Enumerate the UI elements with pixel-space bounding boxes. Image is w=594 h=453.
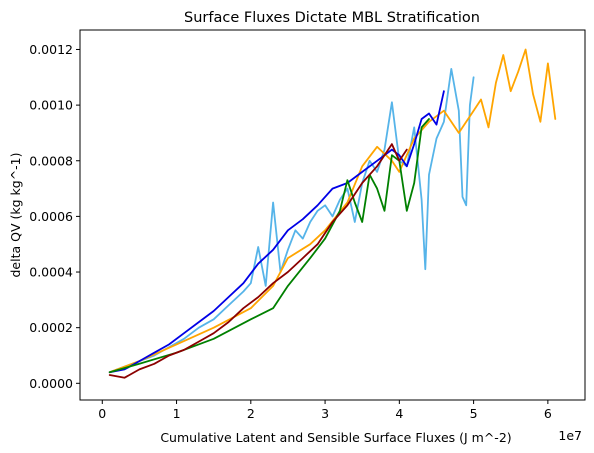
y-tick-label: 0.0004 [29, 265, 73, 280]
x-axis-label: Cumulative Latent and Sensible Surface F… [160, 430, 511, 445]
y-axis-label: delta QV (kg kg^-1) [8, 152, 23, 277]
x-axis-offset-label: 1e7 [558, 428, 582, 443]
y-tick-label: 0.0000 [29, 376, 73, 391]
y-tick-label: 0.0008 [29, 153, 73, 168]
x-tick-label: 1 [173, 406, 181, 421]
series-line-4 [108, 118, 430, 374]
x-tick-label: 4 [395, 406, 403, 421]
plot-area [79, 29, 586, 401]
y-tick-label: 0.0010 [29, 98, 73, 113]
y-tick-label: 0.0012 [29, 42, 73, 57]
series-line-5 [108, 143, 408, 379]
chart-title: Surface Fluxes Dictate MBL Stratificatio… [184, 10, 480, 26]
x-tick-label: 5 [470, 406, 478, 421]
y-tick-label: 0.0002 [29, 320, 73, 335]
axes-frame [79, 29, 586, 401]
y-axis-ticks: 0.0000 0.0002 0.0004 0.0006 0.0008 0.0010 0.00… [29, 42, 80, 391]
x-tick-label: 3 [321, 406, 329, 421]
x-axis-ticks: 0 1 2 3 4 5 6 [98, 400, 552, 421]
x-tick-label: 2 [247, 406, 255, 421]
series-line-3 [108, 90, 445, 374]
x-tick-label: 6 [544, 406, 552, 421]
x-tick-label: 0 [98, 406, 106, 421]
y-tick-label: 0.0006 [29, 209, 73, 224]
series-line-1 [108, 68, 475, 374]
series-layer [108, 48, 557, 379]
